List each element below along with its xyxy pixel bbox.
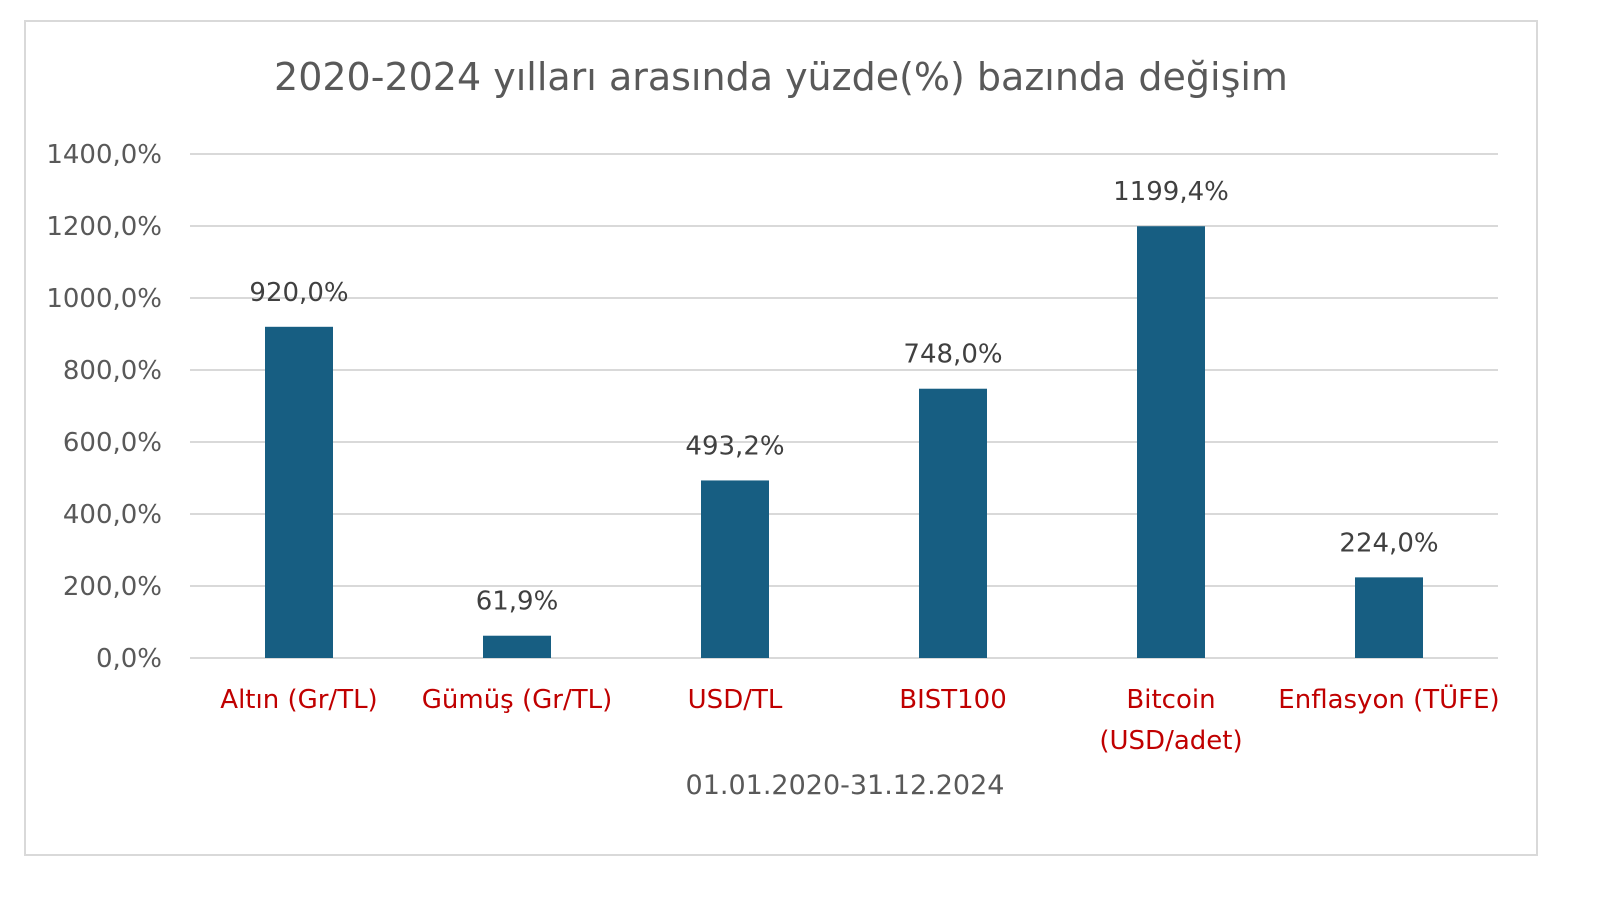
- y-tick-label: 200,0%: [63, 572, 162, 602]
- y-tick-label: 0,0%: [96, 644, 162, 674]
- data-label: 748,0%: [903, 340, 1002, 370]
- category-label: Altın (Gr/TL): [220, 685, 377, 715]
- data-label: 1199,4%: [1113, 177, 1229, 207]
- y-tick-label: 1200,0%: [46, 212, 162, 242]
- y-tick-label: 400,0%: [63, 500, 162, 530]
- data-label: 61,9%: [476, 587, 559, 617]
- category-label: USD/TL: [688, 685, 783, 715]
- category-label: (USD/adet): [1099, 726, 1242, 756]
- data-label: 920,0%: [249, 278, 348, 308]
- data-label: 493,2%: [685, 431, 784, 461]
- chart-title: 2020-2024 yılları arasında yüzde(%) bazı…: [274, 55, 1288, 99]
- y-tick-label: 800,0%: [63, 356, 162, 386]
- bar: [1355, 577, 1423, 658]
- bar: [483, 635, 551, 658]
- y-tick-label: 600,0%: [63, 428, 162, 458]
- category-label: BIST100: [899, 685, 1007, 715]
- data-label: 224,0%: [1339, 528, 1438, 558]
- y-tick-label: 1000,0%: [46, 284, 162, 314]
- bar: [919, 388, 987, 658]
- category-label: Enflasyon (TÜFE): [1278, 683, 1499, 715]
- category-label: Gümüş (Gr/TL): [422, 685, 613, 715]
- category-label: Bitcoin: [1126, 685, 1215, 715]
- bar: [1137, 226, 1205, 658]
- y-tick-label: 1400,0%: [46, 140, 162, 170]
- bar: [265, 326, 333, 658]
- bar: [701, 480, 769, 658]
- x-axis-title: 01.01.2020-31.12.2024: [685, 770, 1005, 801]
